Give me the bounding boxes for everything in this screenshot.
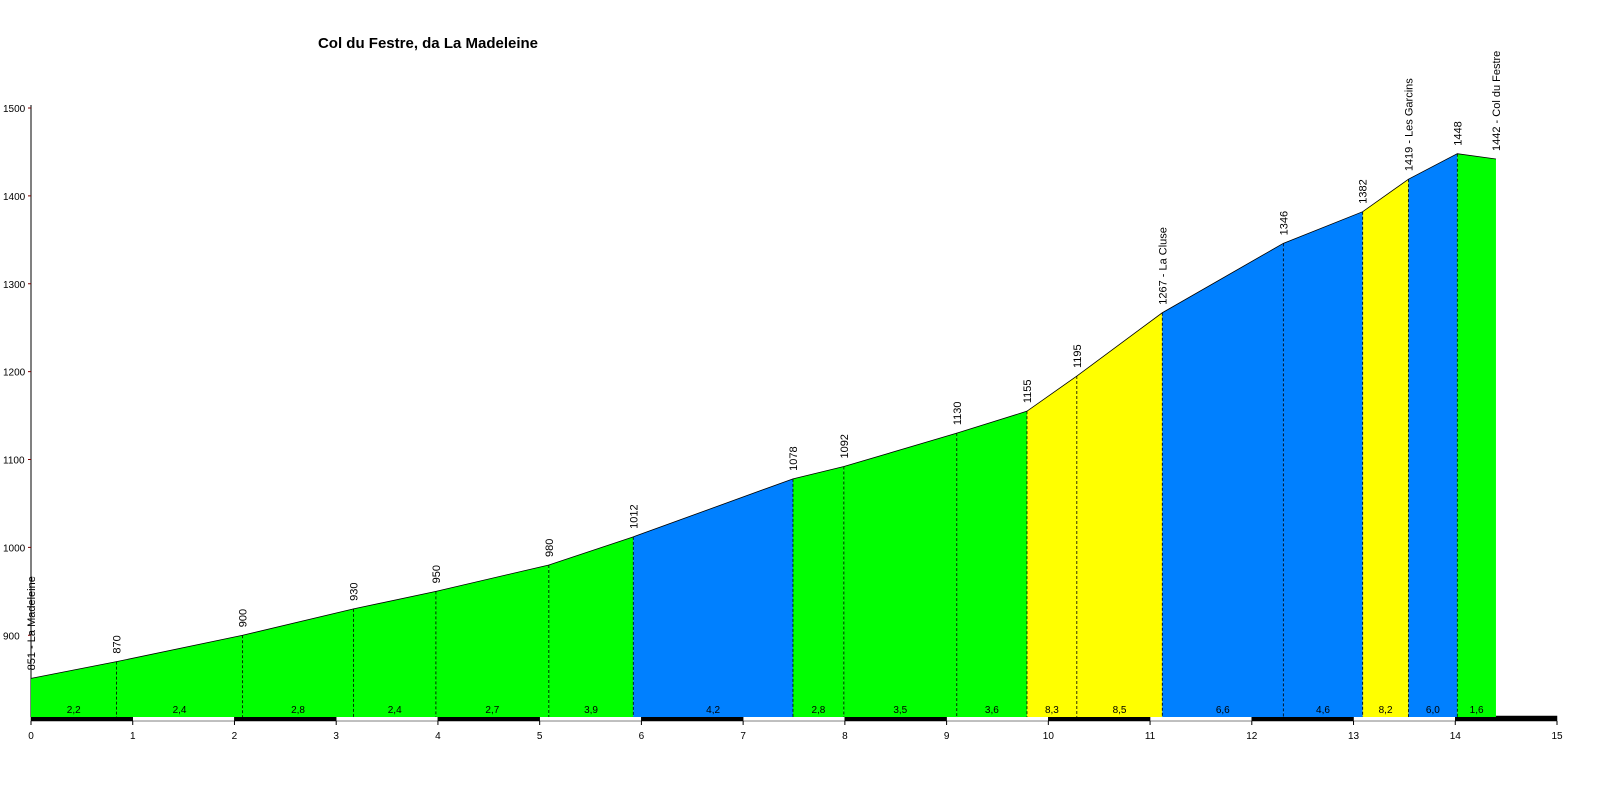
segment-area [792,466,844,717]
point-label: 1130 [952,401,964,425]
point-label: 870 [111,635,123,653]
segment-area [1162,243,1284,718]
segment-area [31,661,117,717]
chart-title: Col du Festre, da La Madeleine [318,35,538,52]
gradient-label: 3,9 [584,705,598,716]
segment-area [1408,153,1458,718]
segment-area [633,478,793,717]
x-tick-label: 11 [1145,731,1156,742]
x-tick-label: 4 [435,731,441,742]
point-label: 930 [348,583,360,601]
x-tick-label: 3 [333,731,339,742]
gradient-label: 8,3 [1045,705,1059,716]
x-tick-label: 5 [537,731,543,742]
x-tick-label: 10 [1043,731,1055,742]
gradient-label: 6,0 [1426,705,1440,716]
y-tick-label: 1200 [3,368,26,379]
point-label: 950 [431,565,443,583]
point-label: 1267 - La Cluse [1157,227,1169,305]
y-tick-label: 1000 [3,543,26,554]
segment-area [1362,179,1409,717]
segment-area [116,635,243,717]
gradient-label: 2,8 [291,705,305,716]
point-label: 1092 [839,434,851,458]
gradient-label: 8,2 [1379,705,1393,716]
segment-area [435,564,549,717]
gradient-label: 2,8 [811,705,825,716]
gradient-label: 2,4 [388,705,402,716]
point-label: 1442 - Col du Festre [1491,51,1503,151]
profile-line [30,153,1497,679]
point-label: 980 [544,539,556,557]
y-tick-label: 1100 [3,456,25,467]
x-tick-label: 1 [130,731,136,742]
x-tick-label: 8 [842,731,848,742]
x-tick-label: 14 [1450,731,1462,742]
point-label: 1012 [628,504,640,528]
x-tick-label: 7 [740,731,746,742]
segment-area [242,608,354,717]
x-tick-label: 15 [1551,731,1563,742]
x-tick-label: 2 [232,731,238,742]
point-label: 1195 [1072,344,1084,368]
point-label: 1155 [1022,380,1034,404]
segment-area [1076,312,1163,717]
gradient-label: 8,5 [1113,705,1127,716]
y-tick-label: 1400 [3,192,26,203]
gradient-label: 3,5 [893,705,907,716]
y-tick-label: 900 [3,631,20,642]
x-tick-label: 0 [28,731,34,742]
segment-area [353,591,436,717]
segment-area [1026,376,1077,717]
gradient-label: 3,6 [985,705,999,716]
point-label: 1078 [788,446,800,470]
point-label: 1382 [1358,179,1370,203]
km-stripe [1455,715,1558,722]
x-tick-label: 12 [1246,731,1258,742]
segment-area [956,411,1027,717]
gradient-label: 2,7 [485,705,499,716]
point-label: 1346 [1278,211,1290,235]
x-tick-label: 6 [639,731,645,742]
x-tick-label: 9 [944,731,950,742]
y-tick-label: 1500 [3,104,26,115]
point-label: 900 [238,609,250,627]
point-label: 851 - La Madeleine [26,576,38,670]
gradient-label: 2,2 [67,705,81,716]
point-label: 1448 [1452,121,1464,145]
gradient-label: 6,6 [1216,705,1230,716]
y-tick-label: 1300 [3,280,26,291]
x-tick-label: 13 [1348,731,1360,742]
segment-area [1283,211,1363,718]
gradient-label: 2,4 [173,705,187,716]
segment-area [548,536,634,717]
point-label: 1419 - Les Garcins [1403,78,1415,171]
gradient-label: 4,2 [706,705,720,716]
segment-area [843,433,957,717]
segment-area [1457,153,1496,718]
gradient-label: 4,6 [1316,705,1330,716]
gradient-label: 1,6 [1470,705,1484,716]
